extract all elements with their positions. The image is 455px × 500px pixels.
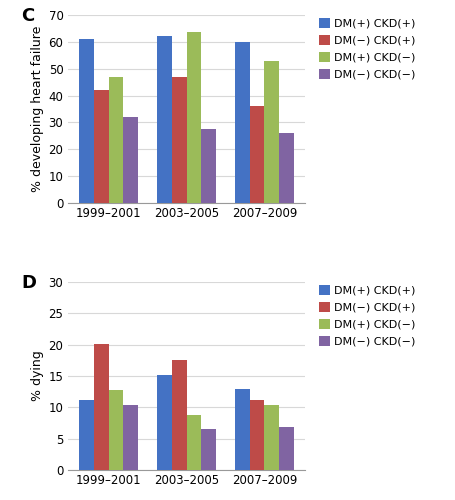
Text: C: C xyxy=(21,8,34,26)
Bar xyxy=(235,388,250,470)
Bar xyxy=(250,400,264,470)
Y-axis label: % developing heart failure: % developing heart failure xyxy=(31,26,44,192)
Legend: DM(+) CKD(+), DM(−) CKD(+), DM(+) CKD(−), DM(−) CKD(−): DM(+) CKD(+), DM(−) CKD(+), DM(+) CKD(−)… xyxy=(318,284,417,348)
Bar xyxy=(172,77,187,203)
Bar xyxy=(187,32,202,203)
Bar xyxy=(202,129,216,203)
Bar xyxy=(94,344,109,470)
Bar xyxy=(79,39,94,203)
Bar xyxy=(157,36,172,203)
Bar xyxy=(187,415,202,470)
Bar xyxy=(202,430,216,470)
Y-axis label: % dying: % dying xyxy=(31,350,44,402)
Bar xyxy=(109,390,123,470)
Bar xyxy=(123,117,138,203)
Text: D: D xyxy=(21,274,36,292)
Bar xyxy=(264,60,279,203)
Bar xyxy=(157,374,172,470)
Bar xyxy=(235,42,250,203)
Legend: DM(+) CKD(+), DM(−) CKD(+), DM(+) CKD(−), DM(−) CKD(−): DM(+) CKD(+), DM(−) CKD(+), DM(+) CKD(−)… xyxy=(318,17,417,80)
Bar xyxy=(79,400,94,470)
Bar xyxy=(109,77,123,203)
Bar xyxy=(123,406,138,470)
Bar xyxy=(250,106,264,203)
Bar xyxy=(264,405,279,470)
Bar xyxy=(172,360,187,470)
Bar xyxy=(279,133,294,203)
Bar xyxy=(279,428,294,470)
Bar xyxy=(94,90,109,203)
